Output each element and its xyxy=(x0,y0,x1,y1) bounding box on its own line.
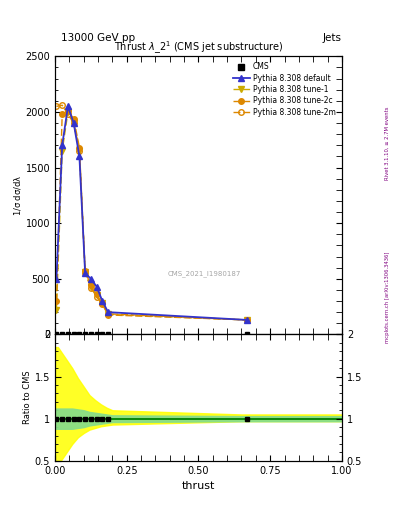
Y-axis label: $\mathrm{1/\sigma\; d\sigma/d\lambda}$: $\mathrm{1/\sigma\; d\sigma/d\lambda}$ xyxy=(12,175,23,216)
Text: Jets: Jets xyxy=(323,33,342,44)
Text: Rivet 3.1.10, ≥ 2.7M events: Rivet 3.1.10, ≥ 2.7M events xyxy=(385,106,390,180)
Text: 13000 GeV pp: 13000 GeV pp xyxy=(61,33,135,44)
Text: mcplots.cern.ch [arXiv:1306.3436]: mcplots.cern.ch [arXiv:1306.3436] xyxy=(385,251,390,343)
Text: CMS_2021_I1980187: CMS_2021_I1980187 xyxy=(167,270,241,276)
Legend: CMS, Pythia 8.308 default, Pythia 8.308 tune-1, Pythia 8.308 tune-2c, Pythia 8.3: CMS, Pythia 8.308 default, Pythia 8.308 … xyxy=(231,60,338,119)
Y-axis label: Ratio to CMS: Ratio to CMS xyxy=(23,371,32,424)
Title: Thrust $\lambda\_2^1$ (CMS jet substructure): Thrust $\lambda\_2^1$ (CMS jet substruct… xyxy=(114,40,283,56)
X-axis label: thrust: thrust xyxy=(182,481,215,491)
